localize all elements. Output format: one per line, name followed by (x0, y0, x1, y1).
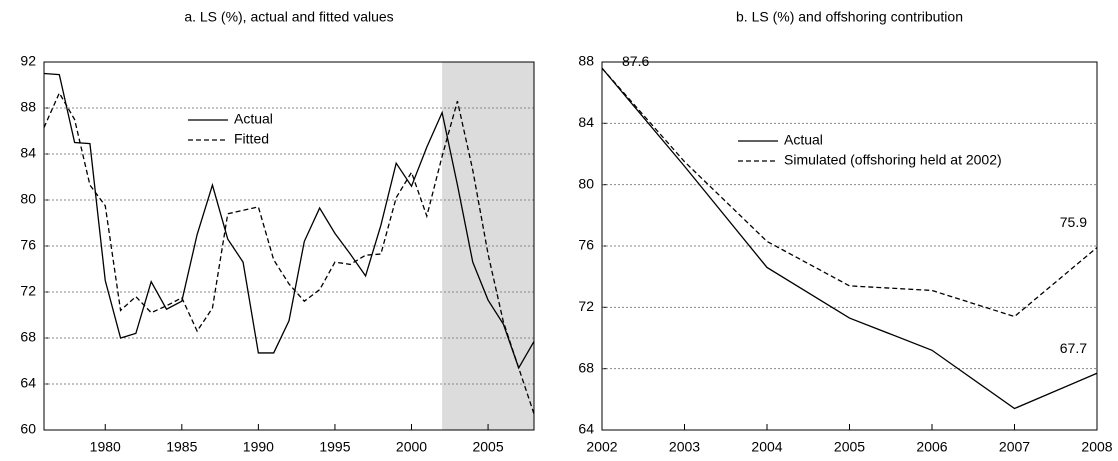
x-tick-label: 2000 (396, 439, 427, 455)
x-tick-label: 2007 (999, 439, 1030, 455)
y-tick-label: 92 (20, 53, 36, 69)
data-label: 67.7 (1060, 340, 1087, 356)
data-line (601, 67, 1098, 318)
data-label: 75.9 (1060, 214, 1087, 230)
x-tick-label: 2008 (1081, 439, 1112, 455)
x-tick-label: 2004 (751, 439, 782, 455)
legend-label: Simulated (offshoring held at 2002) (784, 152, 1002, 168)
plot-frame (43, 61, 535, 431)
y-tick-label: 68 (20, 329, 36, 345)
y-tick-label: 72 (578, 298, 594, 314)
y-tick-label: 72 (20, 283, 36, 299)
x-tick-label: 2005 (834, 439, 865, 455)
y-tick-label: 84 (578, 114, 594, 130)
y-tick-label: 80 (578, 175, 594, 191)
x-tick-label: 1980 (90, 439, 121, 455)
chart-title: b. LS (%) and offshoring contribution (736, 9, 963, 25)
legend-label: Fitted (234, 131, 269, 147)
y-tick-label: 80 (20, 191, 36, 207)
x-tick-label: 2005 (472, 439, 503, 455)
data-label: 87.6 (622, 53, 649, 69)
y-tick-label: 60 (20, 421, 36, 437)
y-tick-label: 64 (578, 421, 594, 437)
y-tick-label: 88 (578, 53, 594, 69)
x-tick-label: 1990 (243, 439, 274, 455)
y-tick-label: 64 (20, 375, 36, 391)
y-tick-label: 76 (20, 237, 36, 253)
x-tick-label: 2003 (669, 439, 700, 455)
legend-label: Actual (234, 111, 273, 127)
y-tick-label: 68 (578, 359, 594, 375)
y-tick-label: 88 (20, 99, 36, 115)
plot-frame (601, 61, 1098, 431)
data-line (601, 67, 1098, 410)
y-tick-label: 76 (578, 237, 594, 253)
legend-label: Actual (784, 132, 823, 148)
chart-title: a. LS (%), actual and fitted values (184, 9, 393, 25)
x-tick-label: 1985 (166, 439, 197, 455)
x-tick-label: 1995 (319, 439, 350, 455)
x-tick-label: 2002 (586, 439, 617, 455)
data-line (43, 72, 535, 370)
data-line (43, 91, 535, 415)
y-tick-label: 84 (20, 145, 36, 161)
x-tick-label: 2006 (916, 439, 947, 455)
